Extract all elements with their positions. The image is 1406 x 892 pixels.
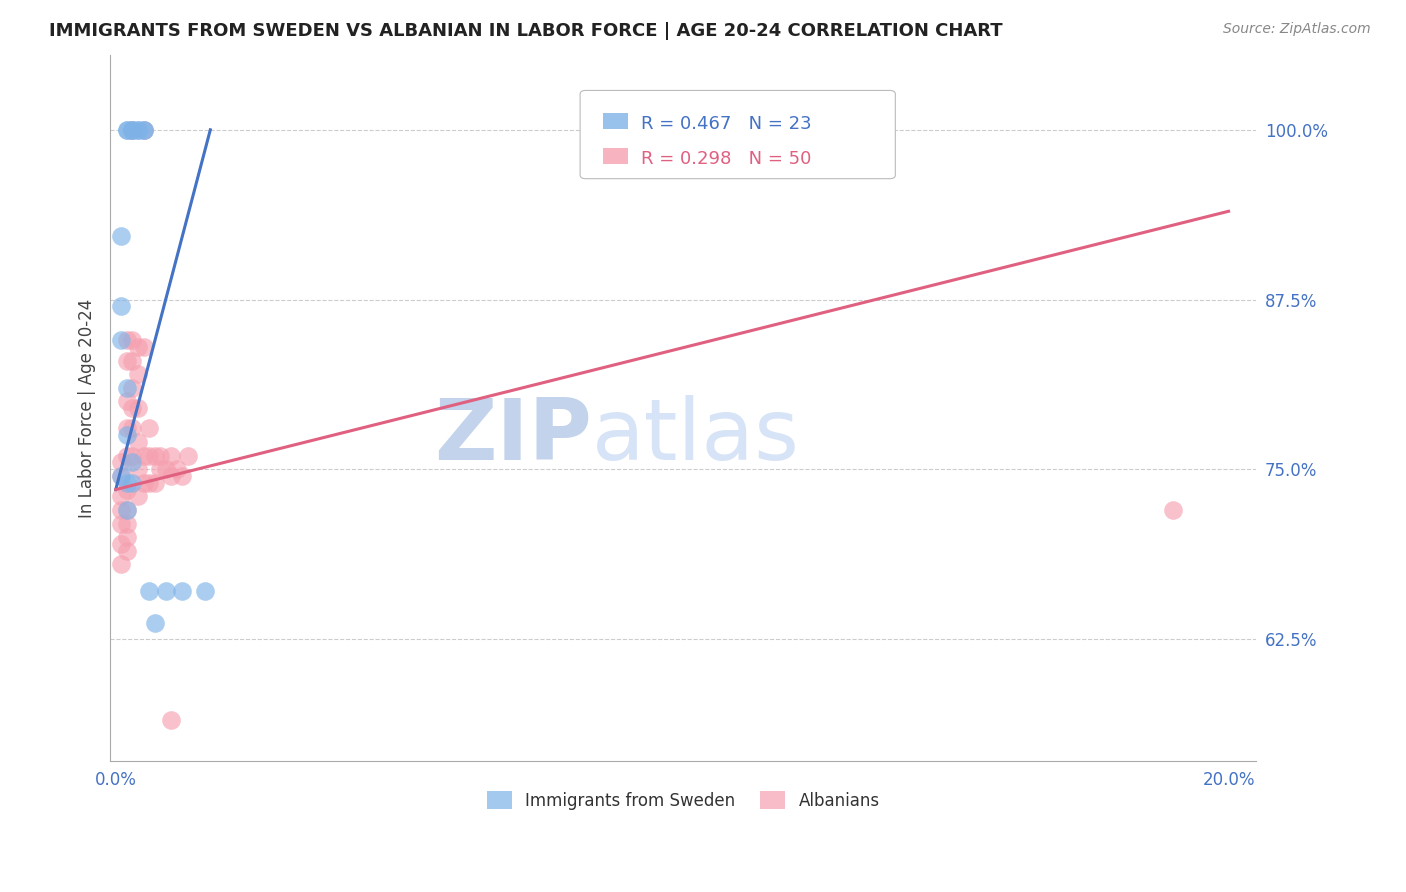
Legend: Immigrants from Sweden, Albanians: Immigrants from Sweden, Albanians bbox=[481, 785, 886, 816]
Point bbox=[115, 530, 138, 544]
Point bbox=[110, 455, 132, 469]
Point bbox=[115, 381, 138, 395]
Point bbox=[194, 584, 217, 599]
Point bbox=[127, 401, 149, 416]
Point bbox=[132, 123, 155, 137]
Point bbox=[115, 333, 138, 347]
Point bbox=[121, 475, 143, 490]
Text: IMMIGRANTS FROM SWEDEN VS ALBANIAN IN LABOR FORCE | AGE 20-24 CORRELATION CHART: IMMIGRANTS FROM SWEDEN VS ALBANIAN IN LA… bbox=[49, 22, 1002, 40]
Point bbox=[143, 615, 166, 630]
Point bbox=[121, 421, 143, 435]
Point bbox=[127, 340, 149, 354]
FancyBboxPatch shape bbox=[603, 148, 628, 164]
Point bbox=[115, 503, 138, 517]
FancyBboxPatch shape bbox=[603, 113, 628, 128]
Point bbox=[121, 123, 143, 137]
Point bbox=[121, 449, 143, 463]
Text: R = 0.298   N = 50: R = 0.298 N = 50 bbox=[641, 151, 811, 169]
Point bbox=[115, 123, 138, 137]
Point bbox=[172, 469, 194, 483]
Point bbox=[115, 449, 138, 463]
Point bbox=[115, 394, 138, 409]
Point bbox=[177, 449, 200, 463]
Text: Source: ZipAtlas.com: Source: ZipAtlas.com bbox=[1223, 22, 1371, 37]
Point bbox=[110, 299, 132, 313]
Point bbox=[121, 455, 143, 469]
Point bbox=[132, 340, 155, 354]
Point bbox=[115, 353, 138, 368]
Point bbox=[127, 435, 149, 450]
Point bbox=[110, 469, 132, 483]
Point bbox=[149, 449, 172, 463]
Point bbox=[127, 367, 149, 381]
Point bbox=[115, 503, 138, 517]
Point bbox=[110, 333, 132, 347]
Point bbox=[143, 449, 166, 463]
Point bbox=[115, 483, 138, 497]
Point bbox=[115, 421, 138, 435]
Point bbox=[138, 449, 160, 463]
Point bbox=[138, 475, 160, 490]
Point bbox=[160, 714, 183, 728]
Point bbox=[132, 449, 155, 463]
FancyBboxPatch shape bbox=[581, 90, 896, 178]
Point bbox=[127, 123, 149, 137]
Point bbox=[110, 489, 132, 503]
Point bbox=[115, 543, 138, 558]
Point bbox=[172, 584, 194, 599]
Point bbox=[110, 516, 132, 531]
Point bbox=[121, 123, 143, 137]
Point bbox=[110, 503, 132, 517]
Point bbox=[143, 475, 166, 490]
Text: atlas: atlas bbox=[592, 395, 800, 478]
Point bbox=[132, 123, 155, 137]
Point bbox=[115, 516, 138, 531]
Point bbox=[121, 381, 143, 395]
Point bbox=[160, 449, 183, 463]
Point bbox=[121, 333, 143, 347]
Point bbox=[115, 123, 138, 137]
Y-axis label: In Labor Force | Age 20-24: In Labor Force | Age 20-24 bbox=[79, 299, 96, 517]
Point bbox=[110, 558, 132, 572]
Point bbox=[121, 353, 143, 368]
Point bbox=[115, 475, 138, 490]
Point bbox=[110, 469, 132, 483]
Text: ZIP: ZIP bbox=[434, 395, 592, 478]
Point bbox=[127, 123, 149, 137]
Point bbox=[138, 584, 160, 599]
Point bbox=[166, 462, 188, 476]
Point bbox=[127, 489, 149, 503]
Point bbox=[138, 421, 160, 435]
Point bbox=[115, 428, 138, 442]
Point bbox=[132, 123, 155, 137]
Point bbox=[121, 123, 143, 137]
Point bbox=[110, 228, 132, 243]
Point bbox=[149, 462, 172, 476]
Point bbox=[127, 462, 149, 476]
Point bbox=[155, 584, 177, 599]
Point bbox=[121, 401, 143, 416]
Point bbox=[155, 462, 177, 476]
Point bbox=[1161, 503, 1184, 517]
Point bbox=[160, 469, 183, 483]
Point bbox=[110, 537, 132, 551]
Point bbox=[132, 475, 155, 490]
Text: R = 0.467   N = 23: R = 0.467 N = 23 bbox=[641, 115, 811, 133]
Point bbox=[121, 123, 143, 137]
